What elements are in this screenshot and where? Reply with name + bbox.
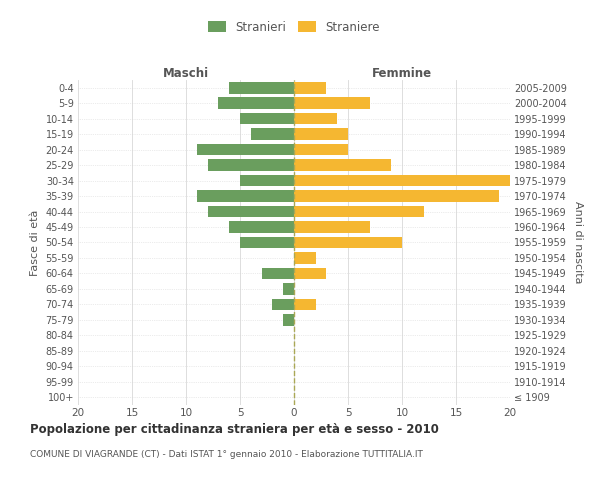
Bar [229, 82, 294, 94]
Bar [218, 98, 294, 109]
Bar [294, 236, 402, 248]
Text: Femmine: Femmine [372, 67, 432, 80]
Bar [294, 160, 391, 171]
Bar [294, 98, 370, 109]
Bar [294, 128, 348, 140]
Y-axis label: Anni di nascita: Anni di nascita [572, 201, 583, 284]
Bar [294, 175, 510, 186]
Bar [251, 128, 294, 140]
Bar [240, 113, 294, 124]
Legend: Stranieri, Straniere: Stranieri, Straniere [203, 16, 385, 38]
Bar [240, 236, 294, 248]
Text: COMUNE DI VIAGRANDE (CT) - Dati ISTAT 1° gennaio 2010 - Elaborazione TUTTITALIA.: COMUNE DI VIAGRANDE (CT) - Dati ISTAT 1°… [30, 450, 423, 459]
Bar [294, 268, 326, 280]
Bar [294, 221, 370, 233]
Bar [294, 113, 337, 124]
Bar [229, 221, 294, 233]
Bar [294, 190, 499, 202]
Bar [262, 268, 294, 280]
Bar [294, 82, 326, 94]
Bar [197, 190, 294, 202]
Y-axis label: Fasce di età: Fasce di età [30, 210, 40, 276]
Bar [197, 144, 294, 156]
Bar [272, 298, 294, 310]
Text: Maschi: Maschi [163, 67, 209, 80]
Bar [294, 298, 316, 310]
Bar [283, 283, 294, 294]
Text: Popolazione per cittadinanza straniera per età e sesso - 2010: Popolazione per cittadinanza straniera p… [30, 422, 439, 436]
Bar [294, 206, 424, 218]
Bar [240, 175, 294, 186]
Bar [283, 314, 294, 326]
Bar [208, 160, 294, 171]
Bar [294, 144, 348, 156]
Bar [208, 206, 294, 218]
Bar [294, 252, 316, 264]
